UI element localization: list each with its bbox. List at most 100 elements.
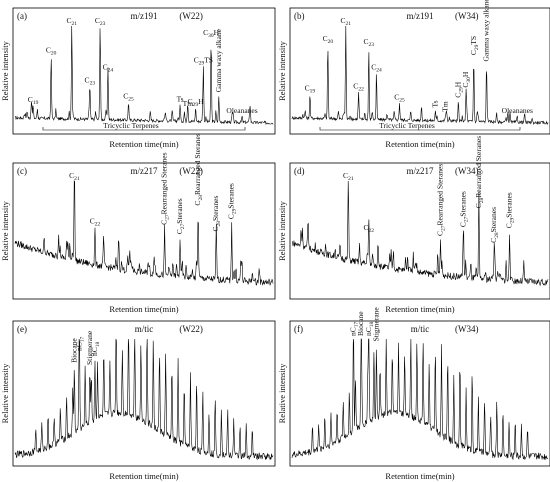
peak-label-suffix: TS bbox=[204, 55, 213, 64]
peak-label: Tm bbox=[183, 99, 194, 108]
peak-label-base: Stigmerane bbox=[85, 330, 94, 365]
peak-label: C28Rearranged Steranes bbox=[474, 136, 485, 208]
peak-label-subscript: 21 bbox=[348, 176, 354, 182]
y-axis-label: Relative intensity bbox=[277, 200, 287, 260]
peak-label-base: C bbox=[343, 171, 348, 180]
peak-label: nC18 bbox=[90, 342, 101, 357]
peak-label-subscript: 23 bbox=[100, 21, 106, 27]
peak-label: Biocane bbox=[356, 311, 365, 336]
peak-label-subscript: 29 bbox=[232, 208, 238, 214]
peak-label: Biocane bbox=[69, 338, 78, 363]
peak-label: C29Steranes bbox=[227, 183, 238, 219]
peak-label: Ts bbox=[177, 95, 184, 104]
peak-label-base: C bbox=[505, 223, 514, 228]
peak-label-base: C bbox=[85, 76, 90, 85]
peak-label-base: C bbox=[227, 214, 236, 219]
peak-label-suffix: Steranes bbox=[175, 198, 184, 223]
peak-label-subscript: 22 bbox=[95, 222, 101, 228]
peak-label: C28Steranes bbox=[489, 207, 500, 243]
peak-label-base: C bbox=[160, 220, 169, 225]
peak-label-base: C bbox=[459, 222, 468, 227]
peak-label-subscript: 21 bbox=[74, 176, 80, 182]
peak-label: C29H bbox=[188, 97, 205, 108]
peak-label: Oleananes bbox=[226, 106, 257, 115]
panel-frame bbox=[12, 7, 276, 135]
peak-label-base: C bbox=[394, 93, 399, 102]
peak-label: Gamma waxy alkane bbox=[482, 0, 491, 62]
peak-label: C20 bbox=[323, 34, 334, 45]
x-axis-label: Retention time(min) bbox=[109, 471, 178, 481]
peak-label-suffix: Steranes bbox=[211, 196, 220, 221]
peak-label-suffix: H bbox=[214, 28, 220, 37]
peak-label-subscript: 30 bbox=[466, 77, 472, 83]
peak-label-base: C bbox=[469, 50, 478, 55]
x-axis-label: Retention time(min) bbox=[385, 139, 454, 149]
peak-label-base: C bbox=[28, 95, 33, 104]
well-label: (W34) bbox=[455, 166, 479, 176]
peak-label: C21 bbox=[341, 16, 352, 27]
peak-label: C21 bbox=[69, 171, 80, 182]
peak-label-subscript: 20 bbox=[328, 39, 334, 45]
peak-label: C21 bbox=[67, 16, 78, 27]
peak-label-subscript: 19 bbox=[310, 89, 316, 95]
x-axis-label: Retention time(min) bbox=[109, 304, 178, 314]
peak-label-suffix: Steranes bbox=[227, 183, 236, 208]
peak-label: C22 bbox=[90, 217, 101, 228]
panel-letter: (d) bbox=[294, 166, 305, 176]
peak-label-base: C bbox=[453, 93, 462, 98]
panel-frame bbox=[289, 162, 550, 300]
peak-label: C24 bbox=[103, 63, 114, 74]
peak-label-subscript: 25 bbox=[399, 98, 405, 104]
peak-label: C23 bbox=[364, 37, 375, 48]
peak-label-base: Oleananes bbox=[226, 106, 257, 115]
peak-label: nC17 bbox=[348, 321, 359, 336]
peak-label-subscript: 29 bbox=[510, 217, 516, 223]
peak-label-subscript: 29 bbox=[199, 60, 205, 66]
peak-label-base: C bbox=[489, 238, 498, 243]
peak-label-base: Gamma waxy alkane bbox=[482, 0, 491, 62]
peak-label-base: Oleananes bbox=[502, 106, 533, 115]
ion-label: m/tic bbox=[411, 324, 430, 334]
peak-label-base: C bbox=[103, 63, 108, 72]
well-label: (W34) bbox=[455, 324, 479, 334]
group-bracket bbox=[42, 127, 246, 131]
peak-label: C30H bbox=[203, 28, 220, 39]
peak-label-base: C bbox=[193, 201, 202, 206]
peak-label: Gamma waxy alkane bbox=[214, 28, 223, 92]
peak-label-subscript: 24 bbox=[108, 68, 114, 74]
peak-label: C27Rearranged Steranes bbox=[435, 164, 446, 236]
peak-label-base: Biocane bbox=[356, 311, 365, 336]
peak-label-subscript: 29 bbox=[193, 102, 199, 108]
peak-label-subscript: 30 bbox=[208, 33, 214, 39]
peak-label: C22 bbox=[353, 82, 364, 93]
peak-label-subscript: 28 bbox=[479, 197, 485, 203]
chart-panel-a: Relative intensity Retention time(min) (a)… bbox=[0, 7, 276, 149]
peak-label: C24 bbox=[371, 63, 382, 74]
panel-letter: (c) bbox=[17, 166, 27, 176]
peak-label-subscript: 21 bbox=[72, 21, 78, 27]
peak-label-base: Ts bbox=[177, 95, 184, 104]
peak-label-base: C bbox=[46, 45, 51, 54]
peak-label-subscript: 28 bbox=[198, 195, 204, 201]
peak-label: C29H bbox=[453, 81, 464, 98]
chart-panel-b: Relative intensity Retention time(min) (b)… bbox=[277, 0, 550, 149]
peak-label-base: C bbox=[188, 97, 193, 106]
panel-frame bbox=[289, 320, 550, 467]
peak-label-base: nC bbox=[90, 347, 99, 356]
chromatogram-trace bbox=[291, 180, 549, 287]
peak-label-subscript: 24 bbox=[376, 68, 382, 74]
peak-label: C27Steranes bbox=[175, 198, 186, 234]
peak-label: nC17 bbox=[75, 336, 86, 351]
peak-label: C29TS bbox=[194, 55, 213, 66]
peak-label-base: C bbox=[194, 55, 199, 64]
peak-label-subscript: 23 bbox=[369, 42, 375, 48]
peak-label-subscript: 25 bbox=[128, 97, 134, 103]
peak-label-subscript: 29 bbox=[458, 87, 464, 93]
peak-label-subscript: 27 bbox=[165, 214, 171, 220]
chart-panel-f: Relative intensity Retention time(min) (f)… bbox=[277, 307, 550, 481]
peak-label-suffix: H bbox=[453, 81, 462, 87]
peak-label: Stigmerane bbox=[371, 307, 380, 342]
well-label: (W22) bbox=[179, 324, 203, 334]
peak-label-subscript: 23 bbox=[90, 81, 96, 87]
